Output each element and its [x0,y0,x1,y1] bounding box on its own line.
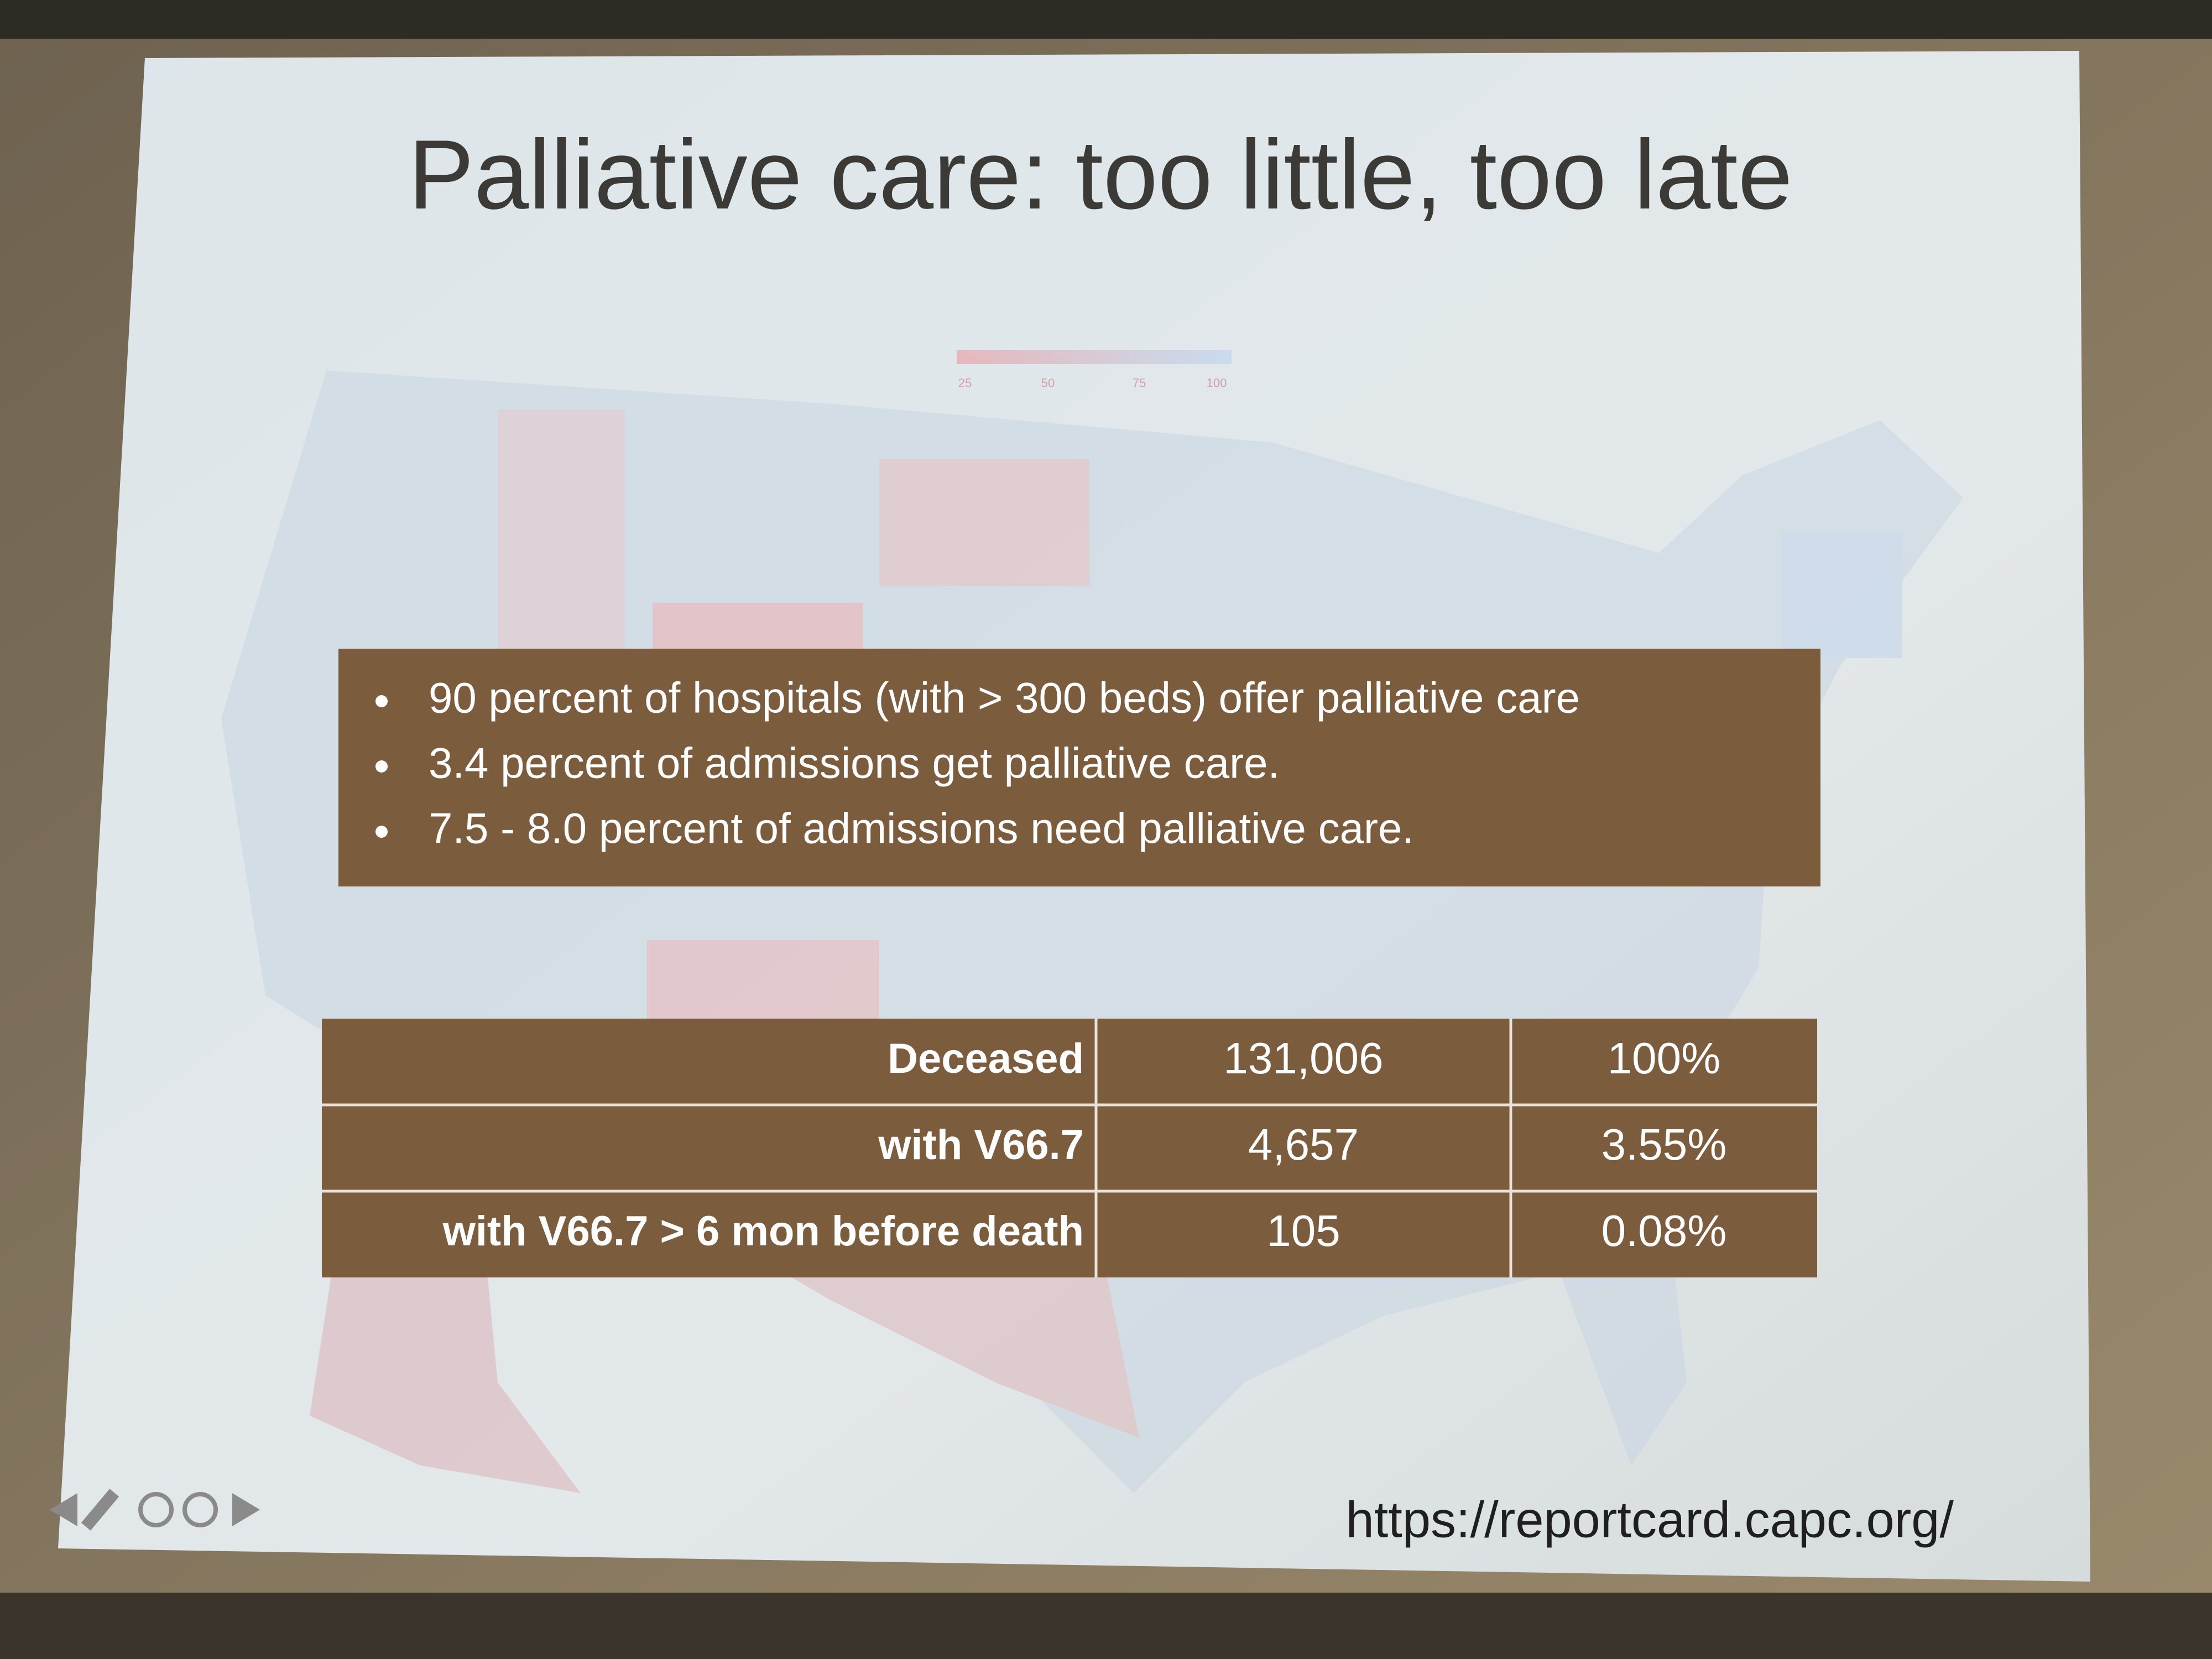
bullet-box [338,649,1820,886]
map-legend-label: 75 [1133,376,1146,390]
map-legend-label: 25 [958,376,972,390]
bullet-dot [375,760,388,773]
slide-title: Palliative care: too little, too late [408,119,1792,229]
table-cell: 3.55% [1601,1120,1727,1169]
nav-prev [50,1493,77,1526]
source-url: https://reportcard.capc.org/ [1346,1491,1954,1548]
bullet-dot [375,826,388,838]
table-cell: 105 [1266,1206,1340,1255]
map-legend-bar [957,350,1232,364]
nav-menu [138,1492,174,1527]
nav-pen [81,1489,119,1531]
map-state [879,459,1089,586]
map-alaska [310,1266,581,1493]
table-cell: 100% [1608,1034,1721,1083]
nav-next [232,1493,260,1526]
bullet-text: 3.4 percent of admissions get palliative… [429,739,1280,787]
ceiling [0,0,2212,39]
bullet-text: 90 percent of hospitals (with > 300 beds… [429,674,1580,722]
map-legend-label: 50 [1041,376,1055,390]
bullet-text: 7.5 - 8.0 percent of admissions need pal… [429,804,1414,853]
table-cell: 4,657 [1248,1120,1359,1169]
nav-more [182,1492,218,1527]
map-state [1781,531,1902,658]
floor-edge [0,1593,2212,1659]
table-cell: with V66.7 > 6 mon before death [442,1208,1084,1255]
table-cell: 131,006 [1223,1034,1383,1083]
bullet-dot [375,695,388,707]
map-state [763,1261,1139,1438]
map-legend-label: 100 [1207,376,1227,390]
table-cell: Deceased [888,1035,1084,1082]
table-cell: with V66.7 [878,1121,1084,1168]
slide-nav [50,1489,260,1531]
table-background [322,1019,1817,1277]
table-cell: 0.08% [1601,1206,1727,1255]
